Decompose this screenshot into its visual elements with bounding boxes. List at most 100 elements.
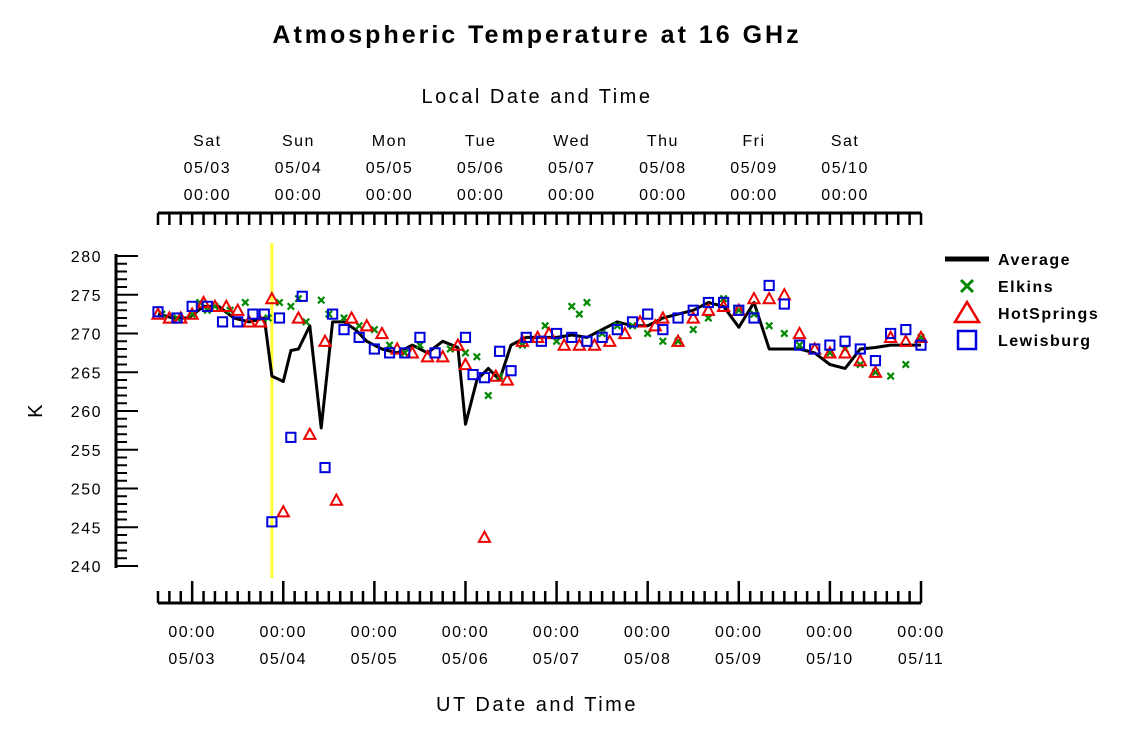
- legend-label: HotSprings: [998, 306, 1099, 323]
- hotsprings-point: [868, 364, 883, 378]
- elkins-point: [552, 337, 561, 346]
- lewisburg-point: [748, 312, 760, 324]
- top-tick-label-time: 00:00: [639, 187, 687, 204]
- bottom-tick-label-time: 00:00: [168, 624, 216, 641]
- hotsprings-point: [359, 318, 375, 332]
- legend-item-hotsprings: HotSprings: [952, 299, 1099, 324]
- series: [150, 279, 929, 543]
- top-tick-label-date: 05/05: [366, 160, 414, 177]
- top-tick-label-time: 00:00: [457, 187, 505, 204]
- lewisburg-point: [429, 347, 441, 359]
- elkins-point: [765, 321, 774, 330]
- lewisburg-point: [247, 308, 259, 320]
- top-tick-label-time: 00:00: [366, 187, 414, 204]
- top-tick-label-date: 05/10: [821, 160, 869, 177]
- bottom-tick-label-time: 00:00: [715, 624, 763, 641]
- lewisburg-point: [353, 331, 365, 343]
- hotsprings-point: [458, 356, 473, 371]
- lewisburg-point: [467, 368, 479, 381]
- legend-label: Elkins: [998, 279, 1054, 296]
- bottom-tick-label-date: 05/08: [624, 651, 672, 668]
- lewisburg-point: [478, 372, 491, 384]
- y-tick-label: 245: [71, 520, 102, 537]
- hotsprings-point: [822, 345, 838, 359]
- top-tick-label-time: 00:00: [821, 187, 869, 204]
- bottom-tick-label-date: 05/07: [533, 651, 581, 668]
- legend-item-elkins: Elkins: [959, 278, 1054, 296]
- y-tick-label: 265: [71, 365, 102, 382]
- average-line: [157, 301, 921, 430]
- top-tick-label-time: 00:00: [730, 187, 778, 204]
- hotsprings-point: [374, 325, 390, 340]
- lewisburg-point: [702, 296, 715, 309]
- hotsprings-point: [219, 298, 234, 312]
- bottom-tick-label-time: 00:00: [259, 624, 307, 641]
- top-tick-label-time: 00:00: [275, 187, 323, 204]
- bottom-tick-label-date: 05/10: [806, 651, 854, 668]
- y-tick-label: 280: [71, 249, 102, 266]
- lewisburg-point: [368, 343, 380, 355]
- lewisburg-point: [266, 516, 278, 528]
- elkins-point: [582, 298, 591, 307]
- elkins-point: [370, 325, 379, 334]
- hotsprings-point: [488, 368, 504, 382]
- top-tick-label-day: Tue: [465, 133, 496, 150]
- elkins-point: [317, 296, 326, 305]
- top-tick-label-date: 05/03: [184, 160, 232, 177]
- top-tick-label-day: Mon: [372, 133, 408, 150]
- hotsprings-point: [344, 310, 359, 324]
- elkins-point: [643, 329, 652, 338]
- lewisburg-point: [793, 339, 806, 351]
- top-tick-label-day: Sat: [193, 133, 222, 150]
- hotsprings-point: [150, 306, 166, 320]
- elkins-point: [340, 314, 348, 322]
- lewisburg-point: [520, 331, 532, 343]
- lewisburg-point: [854, 343, 866, 355]
- bottom-tick-label-date: 05/09: [715, 651, 763, 668]
- lewisburg-point: [383, 347, 396, 359]
- elkins-point: [286, 302, 295, 311]
- legend-item-average: Average: [945, 252, 1071, 269]
- legend-label: Average: [998, 252, 1071, 269]
- bottom-tick-label-date: 05/06: [442, 651, 490, 668]
- hotsprings-point: [898, 333, 914, 347]
- top-tick-label-day: Thu: [647, 133, 679, 150]
- hotsprings-point: [291, 310, 306, 324]
- bottom-tick-label-time: 00:00: [442, 624, 490, 641]
- hotsprings-point: [477, 529, 492, 543]
- elkins-point: [400, 348, 409, 357]
- elkins-point: [484, 391, 493, 400]
- hotsprings-point: [450, 337, 466, 351]
- lewisburg-point: [414, 331, 426, 343]
- hotsprings-point: [515, 333, 530, 347]
- elkins-point: [704, 314, 713, 322]
- legend-item-lewisburg: Lewisburg: [956, 329, 1090, 351]
- elkins-point: [689, 325, 698, 334]
- legend-swatch-x: [959, 278, 975, 294]
- bottom-tick-label-time: 00:00: [897, 624, 945, 641]
- lewisburg-point: [733, 304, 745, 316]
- hotsprings-point: [913, 329, 929, 343]
- hotsprings-point: [670, 333, 686, 347]
- hotsprings-point: [499, 372, 515, 386]
- lewisburg-point: [611, 324, 623, 336]
- elkins-point: [355, 321, 364, 330]
- hotsprings-point: [716, 298, 731, 312]
- lewisburg-point: [258, 308, 270, 320]
- elkins-point: [385, 341, 394, 350]
- lewisburg-point: [459, 331, 472, 343]
- hotsprings-point: [302, 426, 318, 440]
- lewisburg-point: [809, 343, 821, 355]
- elkins-point: [415, 341, 424, 350]
- lewisburg-point: [216, 316, 229, 328]
- top-tick-label-day: Fri: [742, 133, 765, 150]
- elkins-point: [275, 298, 284, 307]
- top-tick-label-date: 05/09: [730, 160, 778, 177]
- lewisburg-point: [687, 304, 699, 316]
- hotsprings-point: [275, 504, 291, 518]
- lewisburg-point: [535, 335, 547, 347]
- hotsprings-point: [883, 329, 898, 343]
- y-tick-label: 250: [71, 482, 102, 499]
- lewisburg-point: [596, 331, 608, 343]
- lewisburg-point: [657, 324, 669, 336]
